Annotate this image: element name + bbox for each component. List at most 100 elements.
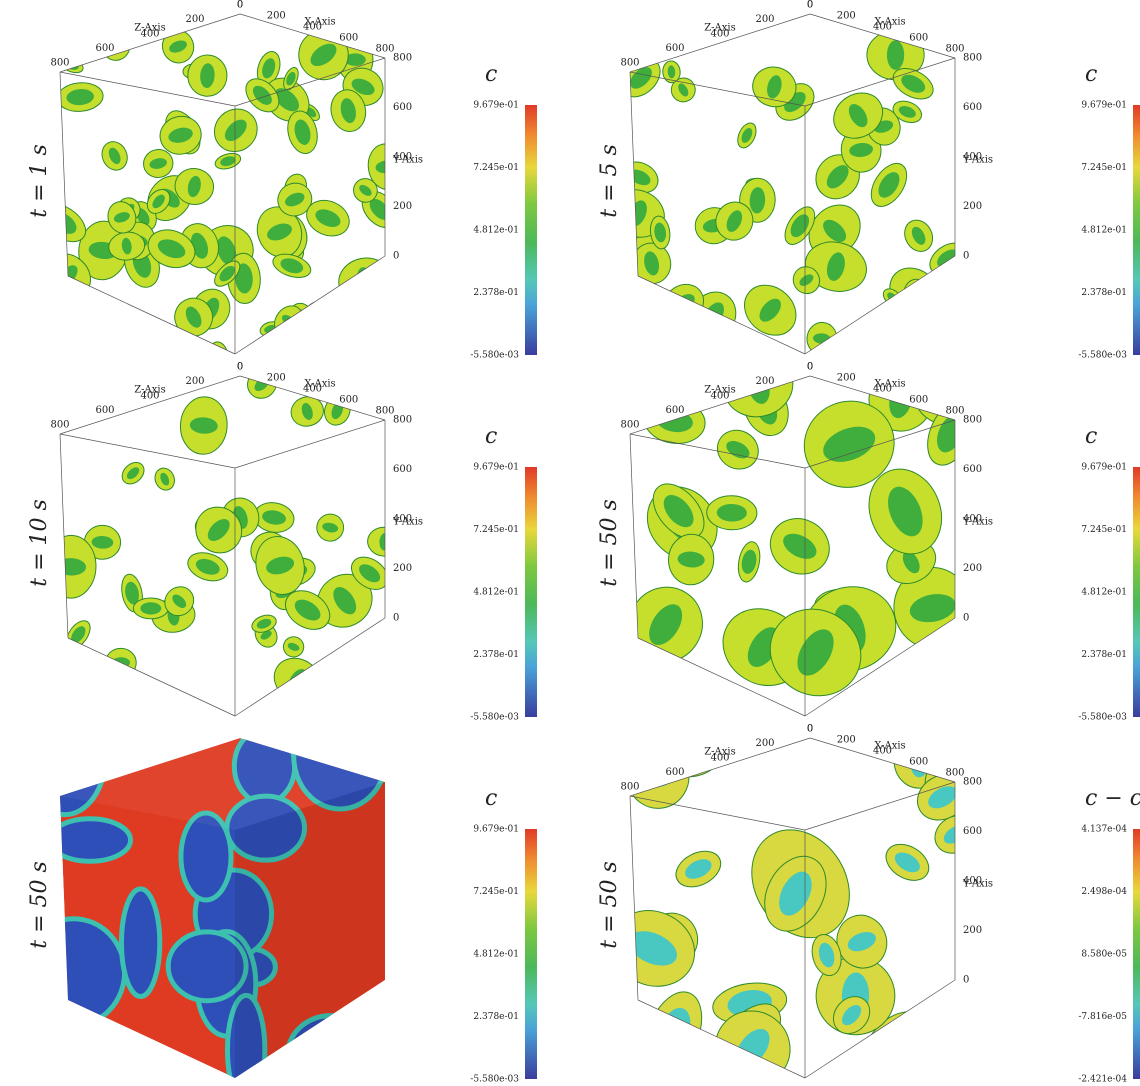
axis-tick-label: 0 <box>807 0 813 11</box>
isosurface <box>349 278 380 303</box>
isosurface-inner <box>358 12 371 28</box>
isosurface-inner <box>924 294 957 329</box>
time-label: t = 5 s <box>597 144 622 218</box>
axis-tick-label: 200 <box>755 376 774 387</box>
axis-tick-label: 200 <box>837 735 856 746</box>
axis-tick-label: 200 <box>393 201 412 212</box>
axis-tick-label: 200 <box>393 563 412 574</box>
axis-tick-label: 800 <box>963 415 982 426</box>
isosurface <box>301 690 326 712</box>
panel: t = 50 sZ-AxisX-AxisY-Axis02004006008000… <box>588 721 1140 1086</box>
colorbar <box>525 829 537 1079</box>
colorbar-tick-label: -5.580e-03 <box>1078 351 1127 361</box>
blob <box>48 752 91 790</box>
axis-tick-label: 800 <box>50 58 69 69</box>
blob <box>121 889 159 997</box>
isosurface <box>288 677 320 714</box>
colorbar-tick-label: 7.245e-01 <box>473 163 519 173</box>
isosurface-inner <box>306 695 321 709</box>
axis-tick-label: 600 <box>95 43 114 54</box>
axis-tick-label: 400 <box>303 384 322 395</box>
axis-tick-label: 800 <box>945 768 964 779</box>
colorbar-title: c <box>485 424 497 449</box>
isosurface-inner <box>360 283 369 298</box>
axis-tick-label: 0 <box>393 613 399 624</box>
isosurface-inner <box>348 303 381 329</box>
colorbar-tick-label: 7.245e-01 <box>473 525 519 535</box>
blob <box>50 819 131 861</box>
isosurface <box>324 644 376 692</box>
colorbar <box>525 105 537 355</box>
axis-tick-label: 600 <box>393 464 412 475</box>
colorbar <box>1133 467 1140 717</box>
axis-tick-label: 600 <box>665 43 684 54</box>
axis-tick-label: 200 <box>837 373 856 384</box>
colorbar-tick-label: 2.378e-01 <box>473 650 519 660</box>
isosurface <box>657 277 711 329</box>
axis-tick-label: 600 <box>95 405 114 416</box>
isosurface <box>636 984 713 1080</box>
isosurface <box>354 7 374 34</box>
axis-tick-label: 600 <box>963 826 982 837</box>
axis-tick-label: 600 <box>393 102 412 113</box>
colorbar-tick-label: 8.580e-05 <box>1081 950 1127 960</box>
axis-tick-label: 0 <box>963 975 969 986</box>
axis-tick-label: 200 <box>837 11 856 22</box>
colorbar-tick-label: 4.812e-01 <box>1081 588 1127 598</box>
isosurface-inner <box>288 325 319 354</box>
axis-tick-label: 200 <box>963 563 982 574</box>
axis-tick-label: 200 <box>267 373 286 384</box>
cube <box>45 364 402 727</box>
axis-tick-label: 400 <box>873 384 892 395</box>
isosurface <box>311 320 377 385</box>
colorbar-tick-label: 4.812e-01 <box>473 588 519 598</box>
axis-tick-label: 400 <box>710 753 729 764</box>
axis-tick-label: 800 <box>620 782 639 793</box>
axis-tick-label: 400 <box>303 22 322 33</box>
axis-tick-label: 600 <box>963 102 982 113</box>
colorbar-tick-label: 7.245e-01 <box>1081 163 1127 173</box>
axis-tick-label: 800 <box>963 53 982 64</box>
isosurface <box>309 302 336 326</box>
axis-tick-label: 400 <box>963 514 982 525</box>
isosurface <box>52 647 86 681</box>
isosurface-inner <box>903 307 922 335</box>
page: {"panels":[ {"time_label":"t = 1 s","sty… <box>0 0 1140 1086</box>
panel: t = 10 sZ-AxisX-AxisY-Axis02004006008000… <box>27 362 537 727</box>
time-label: t = 50 s <box>27 861 52 949</box>
colorbar-tick-label: -5.580e-03 <box>1078 713 1127 723</box>
isosurface <box>895 297 931 344</box>
axis-tick-label: 0 <box>237 0 243 11</box>
isosurface-inner <box>140 602 161 614</box>
colorbar <box>1133 829 1140 1079</box>
cube <box>34 6 407 386</box>
colorbar-title: c <box>485 62 497 87</box>
isosurface <box>331 280 397 353</box>
colorbar-tick-label: 9.679e-01 <box>473 101 519 111</box>
axis-tick-label: 200 <box>185 14 204 25</box>
isosurface-inner <box>679 734 701 767</box>
colorbar-title: c <box>485 786 497 811</box>
colorbar-tick-label: 9.679e-01 <box>1081 101 1127 111</box>
time-label: t = 50 s <box>597 499 622 587</box>
axis-tick-label: 400 <box>393 514 412 525</box>
isosurface <box>357 265 397 312</box>
axis-tick-label: 200 <box>755 14 774 25</box>
isosurface-inner <box>50 14 72 31</box>
isosurface <box>335 253 395 307</box>
panel: t = 50 sc9.679e-017.245e-014.812e-012.37… <box>23 700 537 1086</box>
blob <box>102 727 153 766</box>
axis-tick-label: 0 <box>393 251 399 262</box>
figure: t = 1 sZ-AxisX-AxisY-Axis020040060080002… <box>0 0 1140 1086</box>
isosurface-inner <box>316 310 346 344</box>
blob <box>168 932 246 1001</box>
axis-tick-label: 200 <box>267 11 286 22</box>
colorbar-tick-label: 2.378e-01 <box>1081 288 1127 298</box>
colorbar-tick-label: -7.816e-05 <box>1078 1012 1127 1022</box>
colorbar-tick-label: 4.137e-04 <box>1081 825 1127 835</box>
isosurface-inner <box>936 335 951 346</box>
panel: t = 50 sZ-AxisX-AxisY-Axis02004006008000… <box>597 348 1140 723</box>
isosurface <box>292 289 371 364</box>
colorbar <box>525 467 537 717</box>
cube <box>23 700 387 1086</box>
